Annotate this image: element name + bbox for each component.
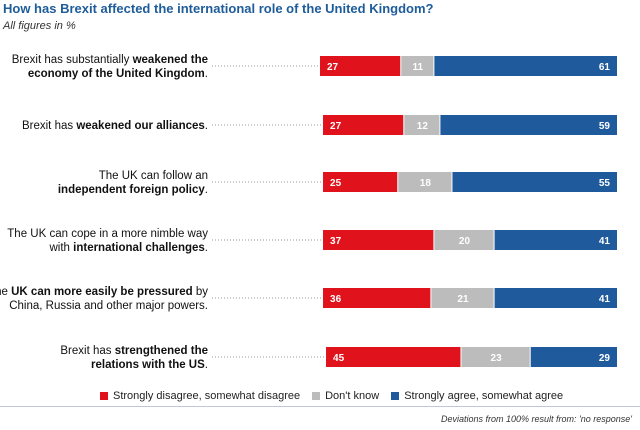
data-label: 36 [330, 294, 342, 305]
category-label-part: The UK can cope in a more nimble way [7, 228, 208, 240]
category-label: relations with the US. [91, 359, 208, 371]
category-label: The UK can more easily be pressured by [0, 286, 208, 298]
category-label: The UK can cope in a more nimble way [7, 228, 208, 240]
data-label: 20 [459, 236, 471, 247]
data-label: 41 [599, 294, 611, 305]
data-label: 25 [330, 178, 342, 189]
bar-segment-dontknow [404, 115, 440, 135]
bar-segment-disagree [323, 115, 404, 135]
category-label-part: weakened the [132, 54, 208, 66]
category-label: independent foreign policy. [58, 184, 208, 196]
category-label-part: . [205, 68, 208, 80]
data-label: 27 [330, 121, 342, 132]
data-label: 21 [457, 294, 469, 305]
category-label-part: international challenges [73, 242, 205, 254]
footnote: Deviations from 100% result from: 'no re… [440, 414, 632, 424]
category-label-part: Brexit has substantially [12, 54, 133, 66]
data-label: 45 [333, 353, 345, 364]
data-label: 12 [417, 121, 429, 132]
legend-label-disagree: Strongly disagree, somewhat disagree [113, 390, 301, 402]
legend-swatch-disagree [100, 392, 108, 400]
bar-segment-dontknow [398, 172, 452, 192]
chart-title: How has Brexit affected the internationa… [3, 1, 434, 16]
category-label: economy of the United Kingdom. [28, 68, 208, 80]
category-label: The UK can follow an [99, 170, 208, 182]
category-label-part: Brexit has [22, 120, 76, 132]
category-label-part: independent foreign policy [58, 184, 206, 196]
data-label: 41 [599, 236, 611, 247]
data-label: 61 [599, 62, 611, 73]
category-label-part: UK can more easily be pressured [11, 286, 193, 298]
category-label: Brexit has strengthened the [60, 345, 208, 357]
bar-segment-dontknow [461, 347, 530, 367]
legend-item-agree: Strongly agree, somewhat agree [391, 390, 563, 402]
legend-item-disagree: Strongly disagree, somewhat disagree [100, 390, 300, 402]
bar-segment-disagree [323, 230, 434, 250]
category-label-part: . [205, 359, 208, 371]
chart-subtitle: All figures in % [3, 20, 76, 32]
bar-segment-agree [530, 347, 617, 367]
data-label: 59 [599, 121, 611, 132]
category-label: China, Russia and other major powers. [9, 300, 208, 312]
category-label: Brexit has weakened our alliances. [22, 120, 208, 132]
category-label-part: Brexit has [60, 345, 114, 357]
data-label: 18 [420, 178, 432, 189]
bar-segment-disagree [323, 172, 398, 192]
stacked-bar-chart: 27 11 61 Brexit has substantially weakened … [0, 54, 617, 371]
category-label-part: China, Russia and other major powers. [9, 300, 208, 312]
category-label-part: relations with the US [91, 359, 205, 371]
data-label: 11 [413, 62, 424, 73]
bar-segment-agree [452, 172, 617, 192]
data-label: 29 [599, 353, 611, 364]
legend-swatch-agree [391, 392, 400, 400]
category-label-part: . [205, 184, 208, 196]
category-label: with international challenges. [48, 242, 208, 254]
category-label-part: with [48, 242, 73, 254]
legend-swatch-dontknow [312, 392, 321, 400]
legend-item-dontknow: Don't know [312, 390, 379, 402]
category-label-part: weakened our alliances [75, 120, 204, 132]
category-label: Brexit has substantially weakened the [12, 54, 208, 66]
category-label-part: The UK can follow an [99, 170, 208, 182]
bar-segment-disagree [326, 347, 461, 367]
bar-segment-agree [494, 230, 617, 250]
data-label: 27 [327, 62, 339, 73]
bar-segment-dontknow [401, 56, 434, 76]
data-label: 23 [491, 353, 503, 364]
legend: Strongly disagree, somewhat disagree Don… [100, 390, 563, 402]
category-label-part: . [205, 242, 208, 254]
bar-segment-agree [434, 56, 617, 76]
bar-segment-disagree [323, 288, 431, 308]
data-label: 37 [330, 236, 342, 247]
footer-divider [0, 406, 640, 407]
data-label: 55 [599, 178, 611, 189]
category-label-part: economy of the United Kingdom [28, 68, 205, 80]
bar-segment-dontknow [434, 230, 494, 250]
bar-segment-agree [494, 288, 617, 308]
legend-label-agree: Strongly agree, somewhat agree [404, 390, 564, 402]
legend-label-dontknow: Don't know [325, 390, 380, 402]
category-label-part: . [205, 120, 208, 132]
bar-segment-agree [440, 115, 617, 135]
category-label-part: The [0, 286, 11, 298]
category-label-part: strengthened the [115, 345, 208, 357]
bar-segment-disagree [320, 56, 401, 76]
bar-segment-dontknow [431, 288, 494, 308]
category-label-part: by [193, 286, 209, 298]
